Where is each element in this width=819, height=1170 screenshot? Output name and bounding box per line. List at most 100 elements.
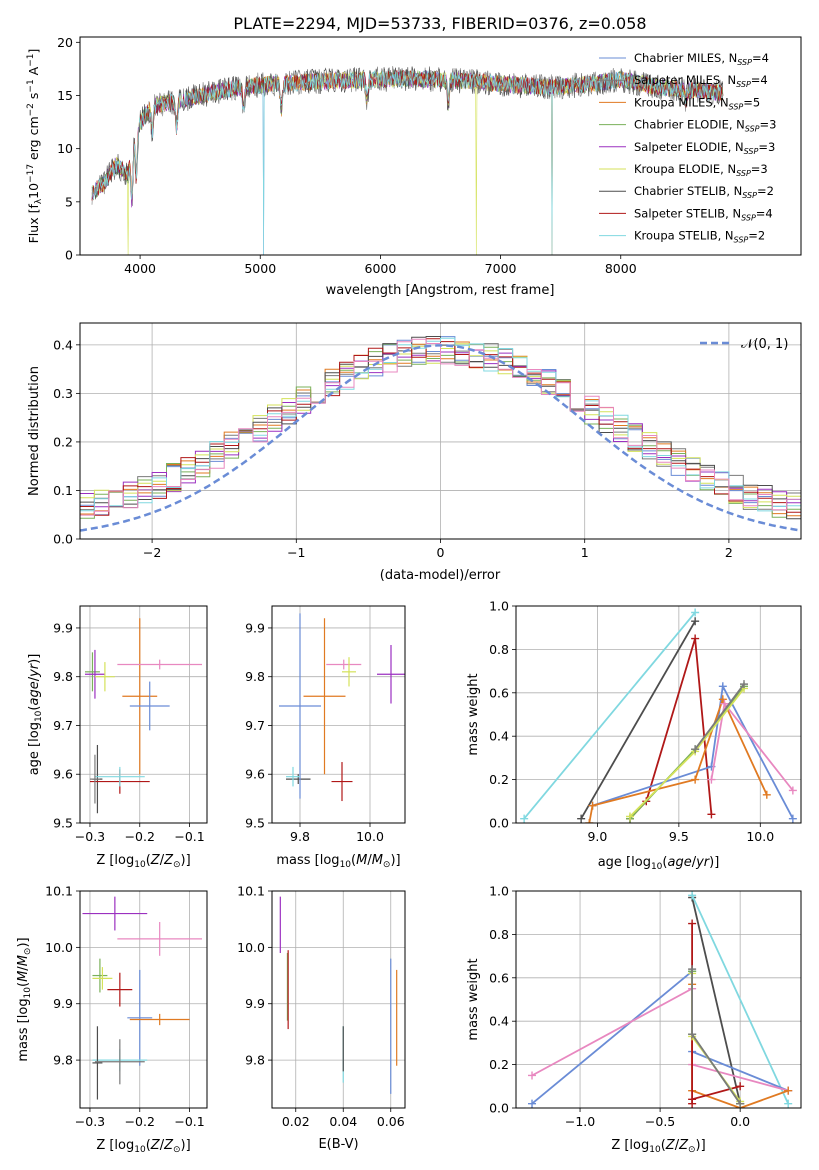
chart-age_vs_mass: 9.8 10.0 9.5 9.6 9.7 9.8 9.9 mass [log10(M/M⊙)] <box>245 605 406 870</box>
x-tick-label: 8000 <box>605 261 637 276</box>
plot-area <box>80 323 801 539</box>
weight-marker <box>588 801 597 810</box>
y-axis-label: Normed distribution <box>27 366 42 496</box>
y-tick-label: 9.6 <box>245 767 265 782</box>
weight-marker <box>718 695 727 704</box>
y-tick-label: 1.0 <box>489 884 509 899</box>
spectrum-line <box>91 69 724 255</box>
y-tick-label: 10 <box>57 141 73 156</box>
plot-area <box>80 891 207 1108</box>
y-tick-label: 9.6 <box>53 767 73 782</box>
legend-entry: Kroupa MILES, NSSP=5 <box>634 95 760 111</box>
y-tick-label: 15 <box>57 88 73 103</box>
x-tick-label: 10.0 <box>356 829 384 844</box>
x-axis-label: age [log10(age/yr)] <box>598 855 720 872</box>
x-tick-label: 1 <box>581 545 589 560</box>
axes-frame <box>79 890 208 1109</box>
y-tick-label: 0.4 <box>53 337 73 352</box>
x-axis-label: Z [log10(Z/Z⊙)] <box>611 1138 705 1155</box>
weight-marker <box>688 891 697 900</box>
y-tick-label: 9.7 <box>53 718 73 733</box>
y-tick-label: 9.8 <box>245 1053 265 1068</box>
plot-area <box>80 606 207 823</box>
y-tick-label: 9.5 <box>245 816 265 831</box>
y-tick-label: 10.0 <box>237 940 265 955</box>
y-tick-label: 9.9 <box>245 620 265 635</box>
weight-series <box>691 973 741 1103</box>
weight-series <box>691 971 741 1105</box>
axes-frame <box>79 322 802 540</box>
legend-entry: Kroupa ELODIE, NSSP=3 <box>634 162 768 178</box>
chart-spectrum: 4000 5000 6000 7000 8000 0 5 10 15 20 Chabrier MIL… <box>26 35 802 298</box>
legend-entry: Kroupa STELIB, NSSP=2 <box>634 229 765 245</box>
weight-marker <box>691 745 700 754</box>
errorbar-point <box>107 972 133 1007</box>
x-tick-label: −0.1 <box>174 829 204 844</box>
errorbar-point <box>117 922 203 956</box>
errorbar-point <box>94 766 145 787</box>
errorbar-point <box>129 1013 190 1026</box>
y-tick-label: 0 <box>65 248 73 263</box>
weight-marker <box>626 812 634 821</box>
x-tick-label: −0.5 <box>645 1114 675 1129</box>
weight-marker <box>718 682 727 691</box>
histogram-series <box>80 338 801 516</box>
x-tick-label: 9.0 <box>587 829 607 844</box>
y-tick-label: 5 <box>65 194 73 209</box>
weight-marker <box>788 786 797 795</box>
weight-marker <box>691 617 700 626</box>
chart-residuals: −2 −1 0 1 2 0.0 0.1 0.2 0.3 0.4 𝒩(0, 1) (data-model… <box>27 322 802 583</box>
errorbar-point <box>331 762 353 802</box>
errorbar-point <box>84 649 105 699</box>
y-tick-label: 0.2 <box>53 434 73 449</box>
spectrum-line <box>91 66 724 201</box>
y-tick-label: 0.8 <box>489 927 509 942</box>
y-tick-label: 9.8 <box>53 669 73 684</box>
errorbar-point <box>82 896 148 931</box>
y-tick-label: 0.4 <box>489 1014 509 1029</box>
x-tick-label: 2 <box>725 545 733 560</box>
y-axis-label: age [log10(age/yr)] <box>27 654 44 776</box>
weight-marker <box>707 810 716 819</box>
weight-marker <box>688 1095 697 1104</box>
weight-marker <box>528 1071 537 1080</box>
x-tick-label: −0.2 <box>125 1114 155 1129</box>
x-tick-label: 9.5 <box>669 829 689 844</box>
weight-series <box>523 611 696 820</box>
figure-title: PLATE=2294, MJD=53733, FIBERID=0376, z=0… <box>233 14 646 33</box>
y-axis-label: mass weight <box>466 673 481 755</box>
spectrum-line <box>91 66 724 206</box>
weight-marker <box>788 814 797 823</box>
weight-series <box>691 969 741 1105</box>
weight-series <box>592 683 794 820</box>
y-tick-label: 9.9 <box>53 996 73 1011</box>
weight-marker <box>736 1082 745 1091</box>
weight-marker <box>784 1099 793 1108</box>
y-tick-label: 0.2 <box>489 772 509 787</box>
x-tick-label: 6000 <box>365 261 397 276</box>
chart-age_vs_Z: −0.3 −0.2 −0.1 9.5 9.6 9.7 9.8 9.9 Z [log10(Z/Z⊙… <box>27 605 208 870</box>
y-tick-label: 9.9 <box>53 620 73 635</box>
x-axis-label: (data-model)/error <box>380 568 501 583</box>
plot-area <box>516 891 801 1108</box>
weight-marker <box>688 1030 697 1039</box>
plot-area <box>91 66 724 255</box>
weight-marker <box>691 634 700 643</box>
y-tick-label: 0.8 <box>489 642 509 657</box>
x-tick-label: −2 <box>143 545 161 560</box>
errorbar-point <box>122 618 158 775</box>
errorbar-point <box>117 659 203 670</box>
errorbar-point <box>303 618 346 775</box>
plot-area <box>272 606 405 823</box>
errorbar-point <box>89 754 100 804</box>
weight-series <box>710 701 794 792</box>
errorbar-point <box>94 662 115 692</box>
y-tick-label: 0.1 <box>53 483 73 498</box>
x-tick-label: 4000 <box>124 261 156 276</box>
weight-marker <box>691 608 700 617</box>
weight-series <box>580 620 696 820</box>
y-axis-label: Flux [fλ10−17 erg cm−2 s−1 A−1] <box>26 49 44 244</box>
y-tick-label: 0.0 <box>489 816 509 831</box>
weight-marker <box>707 775 716 784</box>
axes-frame <box>515 890 802 1109</box>
